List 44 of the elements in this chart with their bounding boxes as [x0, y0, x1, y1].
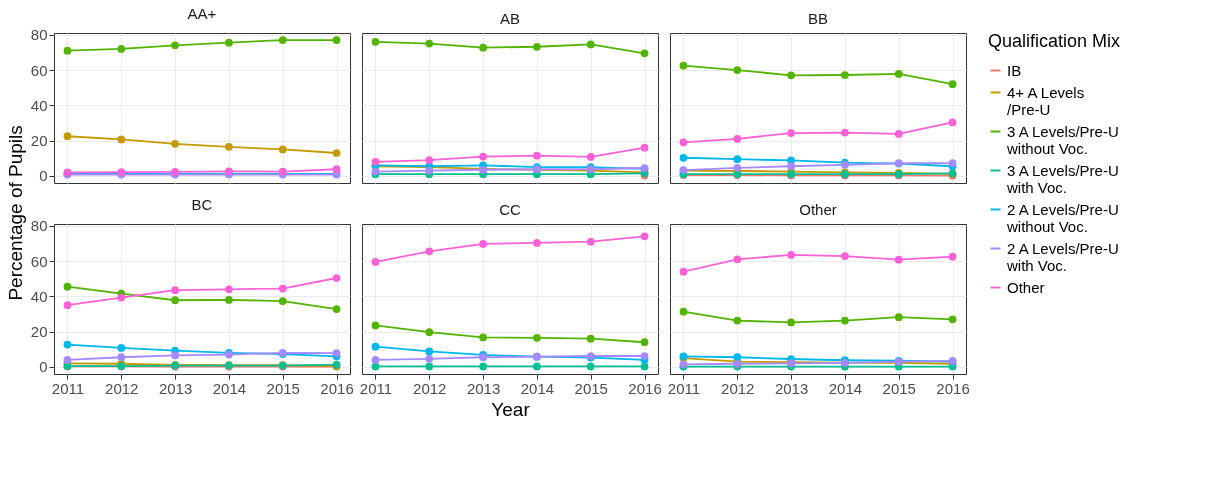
y-axis-title: Percentage of Pupils — [4, 125, 26, 301]
legend-label: 3 A Levels/Pre-U with Voc. — [1006, 161, 1119, 196]
x-tick-label: 2011 — [359, 379, 393, 397]
legend-label: 2 A Levels/Pre-U with Voc. — [1006, 239, 1119, 274]
y-tick-label: 60 — [30, 61, 48, 79]
x-tick-label: 2015 — [266, 379, 300, 397]
chart-title: BB — [807, 10, 829, 27]
y-tick-label: 40 — [30, 96, 48, 114]
x-tick-label: 2014 — [520, 379, 555, 397]
x-tick-label: 2016 — [320, 379, 354, 397]
x-tick-label: 2012 — [413, 379, 447, 397]
legend-label: 4+ A Levels/Pre-U — [1007, 83, 1085, 118]
x-tick-label: 2013 — [466, 379, 501, 397]
chart-title: AB — [499, 10, 521, 27]
legend-label: IB — [1007, 61, 1022, 79]
chart-title: AA+ — [187, 4, 217, 22]
legend-title: Qualification Mix — [988, 31, 1121, 51]
chart-title: CC — [499, 201, 521, 218]
x-tick-label: 2016 — [628, 379, 662, 397]
x-tick-label: 2015 — [574, 379, 608, 397]
x-tick-label: 2016 — [936, 379, 970, 397]
x-tick-label: 2014 — [828, 379, 863, 397]
y-tick-label: 40 — [30, 287, 48, 305]
y-tick-label: 20 — [30, 323, 48, 341]
legend-label: 2 A Levels/Pre-U without Voc. — [1006, 200, 1119, 235]
x-axis-title: Year — [491, 398, 531, 420]
legend-label: 3 A Levels/Pre-U without Voc. — [1006, 122, 1119, 157]
chart-title: BC — [191, 195, 213, 213]
x-tick-label: 2012 — [721, 379, 755, 397]
y-tick-label: 60 — [30, 252, 48, 270]
x-tick-label: 2011 — [51, 379, 85, 397]
y-tick-label: 0 — [39, 358, 48, 376]
x-tick-label: 2012 — [105, 379, 139, 397]
y-tick-label: 20 — [30, 132, 48, 150]
x-tick-label: 2015 — [882, 379, 916, 397]
chart-title: Other — [799, 201, 837, 218]
y-tick-label: 0 — [39, 167, 48, 185]
y-tick-label: 80 — [30, 217, 48, 235]
y-tick-label: 80 — [30, 26, 48, 44]
x-tick-label: 2014 — [212, 379, 247, 397]
x-tick-label: 2013 — [774, 379, 809, 397]
x-tick-label: 2013 — [158, 379, 193, 397]
x-tick-label: 2011 — [667, 379, 701, 397]
legend-label: Other — [1007, 278, 1045, 296]
